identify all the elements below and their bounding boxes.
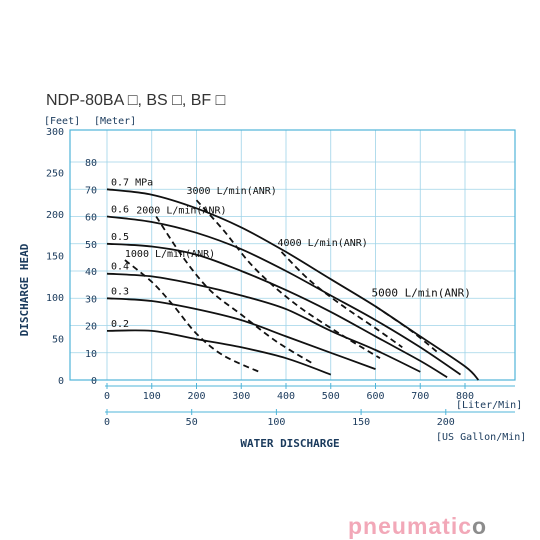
- x-tick-label-gpm: 100: [267, 417, 285, 428]
- x-ticks-lpm: 0 100 200 300 400 500 600 700 800: [104, 383, 474, 402]
- air-consumption-curve: [124, 259, 260, 373]
- y-tick-label-meter: 80: [85, 158, 97, 169]
- x-tick-label-gpm: 0: [104, 417, 110, 428]
- y-tick-label-meter: 70: [85, 185, 97, 196]
- x-tick-label-gpm: 150: [352, 417, 370, 428]
- x-tick-label-lpm: 800: [456, 391, 474, 402]
- pressure-curve-label: 0.4: [111, 262, 129, 273]
- pressure-curve: [106, 297, 376, 370]
- air-curve-label: 5000 L/min(ANR): [372, 286, 471, 299]
- y-unit-meter: [Meter]: [94, 116, 136, 127]
- pressure-curve-label: 0.7 MPa: [111, 177, 153, 188]
- y-tick-label-feet: 300: [46, 127, 64, 138]
- pressure-curve: [106, 188, 480, 381]
- y-tick-label-meter: 20: [85, 322, 97, 333]
- air-consumption-curve: [155, 216, 314, 365]
- y-tick-label-feet: 50: [52, 334, 64, 345]
- pressure-curve-label: 0.5: [111, 232, 129, 243]
- x-tick-label-lpm: 0: [104, 391, 110, 402]
- x-tick-label-lpm: 300: [232, 391, 250, 402]
- pressure-curve: [106, 215, 462, 376]
- x-tick-label-gpm: 200: [437, 417, 455, 428]
- x-tick-label-lpm: 700: [411, 391, 429, 402]
- plot-frame: [69, 129, 516, 381]
- y-tick-label-feet: 200: [46, 210, 64, 221]
- air-curve-label: 3000 L/min(ANR): [187, 186, 277, 197]
- pressure-curve-label: 0.6: [111, 205, 129, 216]
- y-tick-label-feet: 150: [46, 251, 64, 262]
- y-tick-label-feet: 0: [58, 376, 64, 387]
- air-consumption-curve: [374, 305, 439, 354]
- pressure-curve: [106, 242, 448, 379]
- pneumatico-logo: pneumatico: [348, 513, 487, 539]
- curve-labels: 0.7 MPa 0.6 0.5 0.4 0.3 0.2 1000 L/min(ANR) 200…: [111, 177, 471, 330]
- y-tick-label-meter: 30: [85, 294, 97, 305]
- air-curve-label: 2000 L/min(ANR): [136, 206, 226, 217]
- y-unit-feet: [Feet]: [44, 116, 80, 127]
- svg-text:pneumatico: pneumatico: [348, 513, 487, 539]
- chart-title: NDP-80BA □, BS □, BF □: [46, 92, 226, 109]
- air-consumption-curve: [195, 199, 381, 359]
- y-tick-label-feet: 250: [46, 168, 64, 179]
- x-tick-label-lpm: 200: [187, 391, 205, 402]
- y-tick-label-meter: 40: [85, 267, 97, 278]
- y-tick-label-meter: 0: [91, 376, 97, 387]
- y-tick-label-feet: 100: [46, 293, 64, 304]
- x-tick-label-lpm: 100: [143, 391, 161, 402]
- logo-text-o: o: [472, 513, 487, 539]
- pressure-curve: [106, 329, 332, 376]
- pressure-curves: [106, 188, 480, 381]
- y-ticks-meter: 0 10 20 30 40 50 60 70 80: [85, 158, 97, 387]
- x-tick-label-lpm: 500: [322, 391, 340, 402]
- air-curve-label: 4000 L/min(ANR): [278, 238, 368, 249]
- x-unit-lpm: [Liter/Min]: [456, 400, 522, 411]
- logo-text-c: c: [458, 513, 472, 539]
- air-consumption-curve: [280, 251, 403, 349]
- y-tick-label-meter: 50: [85, 240, 97, 251]
- pressure-curve-label: 0.3: [111, 286, 129, 297]
- air-curve-label: 1000 L/min(ANR): [125, 249, 215, 260]
- grid: [70, 130, 515, 381]
- y-ticks-feet: 0 50 100 150 200 250 300: [46, 127, 64, 387]
- x-unit-gpm: [US Gallon/Min]: [436, 432, 526, 443]
- x-tick-label-gpm: 50: [186, 417, 198, 428]
- pressure-curve-label: 0.2: [111, 319, 129, 330]
- x-tick-label-lpm: 400: [277, 391, 295, 402]
- y-tick-label-meter: 60: [85, 213, 97, 224]
- y-tick-label-meter: 10: [85, 349, 97, 360]
- logo-text-main: pneumati: [348, 513, 458, 539]
- pressure-curve: [106, 272, 421, 373]
- air-curves: [124, 199, 439, 373]
- y-axis-title: DISCHARGE HEAD: [18, 243, 31, 336]
- x-tick-label-lpm: 600: [366, 391, 384, 402]
- x-axis-title: WATER DISCHARGE: [240, 437, 339, 450]
